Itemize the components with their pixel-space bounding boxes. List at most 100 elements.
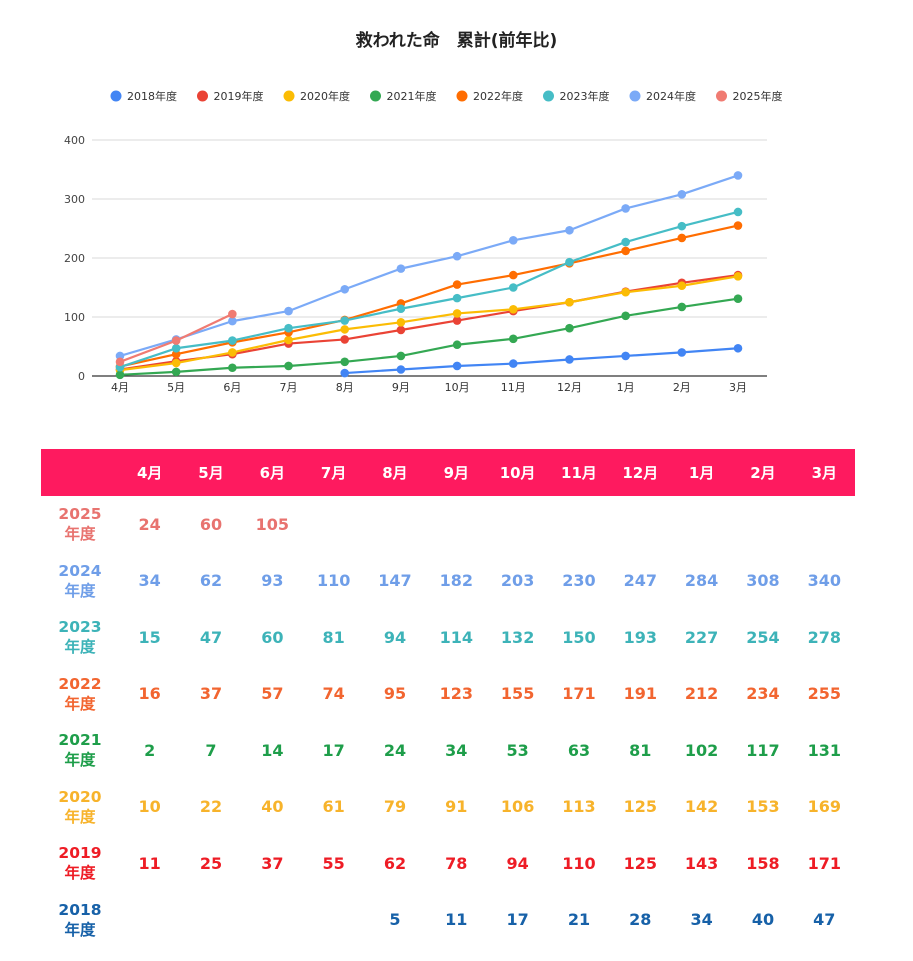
data-table: 4月 5月 6月 7月 8月 9月 10月 11月 12月 1月 2月 3月 2025 年度 24 60 10…: [41, 449, 855, 948]
legend-label: 2023年度: [560, 89, 610, 103]
table-header-cell: 12月: [622, 464, 659, 482]
table-header-row: 4月 5月 6月 7月 8月 9月 10月 11月 12月 1月 2月 3月: [41, 449, 855, 496]
table-row: 2025 年度 24 60 105: [41, 496, 855, 553]
data-point: [677, 302, 687, 312]
table-cell: 94: [383, 627, 407, 647]
table-cell: [732, 496, 793, 553]
legend-marker: [370, 90, 381, 102]
table-cell: 55: [322, 853, 345, 873]
table-cell: 57: [261, 684, 284, 704]
row-year: 2025: [58, 505, 102, 524]
table-cell: 171: [562, 684, 596, 704]
legend-marker: [456, 90, 468, 102]
table-cell: 40: [751, 910, 775, 930]
data-point: [340, 357, 350, 367]
table-cell: 17: [506, 910, 529, 930]
data-point: [621, 351, 630, 361]
table-cell: 142: [684, 797, 719, 817]
data-point: [621, 237, 630, 247]
table-cell: [487, 496, 548, 553]
table-cell: 40: [261, 797, 284, 817]
data-point: [228, 348, 237, 357]
data-point: [452, 316, 462, 325]
data-point: [396, 351, 406, 361]
data-point: [396, 325, 406, 335]
table-cell: [610, 496, 671, 553]
table-cell: 284: [684, 571, 719, 591]
data-point: [565, 257, 574, 267]
table-cell: 93: [261, 571, 284, 591]
table-cell: [364, 496, 425, 553]
data-point: [621, 246, 630, 256]
table-header-cell: 3月: [811, 464, 838, 482]
legend-label: 2019年度: [214, 89, 264, 103]
data-point: [452, 340, 462, 350]
table-cell: 155: [500, 684, 535, 704]
table-cell: 60: [261, 627, 284, 647]
row-year: 2019: [58, 844, 102, 863]
table-cell: 227: [684, 627, 719, 647]
row-year-label: 2020 年度: [41, 779, 119, 836]
data-point: [508, 236, 518, 245]
data-point: [508, 334, 518, 344]
table-cell: 53: [506, 740, 529, 760]
table-row: 2022 年度 16 37 57 74 95 123 155 171 191 212 234 255: [41, 666, 855, 723]
table-cell: 79: [383, 797, 407, 817]
table-cell: 191: [623, 684, 657, 704]
row-year-suffix: 年度: [64, 864, 96, 883]
data-point: [677, 189, 687, 199]
table-cell: 117: [746, 740, 780, 760]
row-year-suffix: 年度: [64, 920, 96, 939]
data-point: [284, 323, 293, 333]
y-tick-label: 0: [78, 370, 85, 383]
table-cell: 2: [144, 740, 156, 760]
data-point: [228, 316, 237, 326]
table-cell: [426, 496, 487, 553]
table-cell: [794, 496, 855, 553]
data-point: [677, 221, 687, 231]
table-header-cell: 5月: [198, 464, 224, 482]
table-header-cell: 9月: [443, 464, 470, 482]
data-point: [228, 363, 237, 373]
data-point: [171, 343, 181, 353]
table-header-cell: 8月: [382, 464, 408, 482]
data-point: [677, 233, 687, 243]
table-cell: 14: [261, 740, 284, 760]
data-point: [733, 343, 743, 353]
table-cell: 24: [383, 740, 407, 760]
legend-label: 2024年度: [646, 89, 696, 103]
table-cell: 113: [562, 797, 596, 817]
data-point: [171, 336, 181, 345]
data-point: [340, 284, 350, 294]
data-point: [340, 368, 350, 378]
x-tick-label: 2月: [673, 381, 691, 394]
table-cell: 153: [746, 797, 780, 817]
table-header-cell: 1月: [688, 464, 715, 482]
table-cell: [303, 892, 364, 949]
table-header-cell: 2月: [750, 464, 776, 482]
data-point: [396, 318, 406, 327]
y-tick-label: 400: [64, 134, 85, 147]
table-cell: 147: [378, 571, 412, 591]
table-cell: 91: [445, 797, 468, 817]
data-point: [452, 361, 462, 371]
data-point: [115, 370, 125, 380]
data-point: [452, 251, 462, 261]
row-year: 2018: [58, 900, 102, 919]
table-cell: 10: [138, 797, 161, 817]
legend-marker: [716, 90, 727, 102]
table-cell: 234: [746, 684, 780, 704]
data-point: [508, 270, 518, 280]
data-point: [677, 348, 687, 357]
legend-marker: [197, 90, 208, 102]
data-point: [171, 367, 181, 377]
legend-marker: [543, 90, 554, 102]
x-tick-label: 1月: [617, 381, 635, 394]
table-cell: 15: [138, 627, 161, 647]
data-point: [284, 361, 293, 371]
table-cell: 62: [383, 853, 407, 873]
data-point: [565, 323, 574, 333]
table-header-cell: 7月: [320, 464, 347, 482]
table-cell: [180, 892, 241, 949]
table-cell: 340: [807, 571, 841, 591]
